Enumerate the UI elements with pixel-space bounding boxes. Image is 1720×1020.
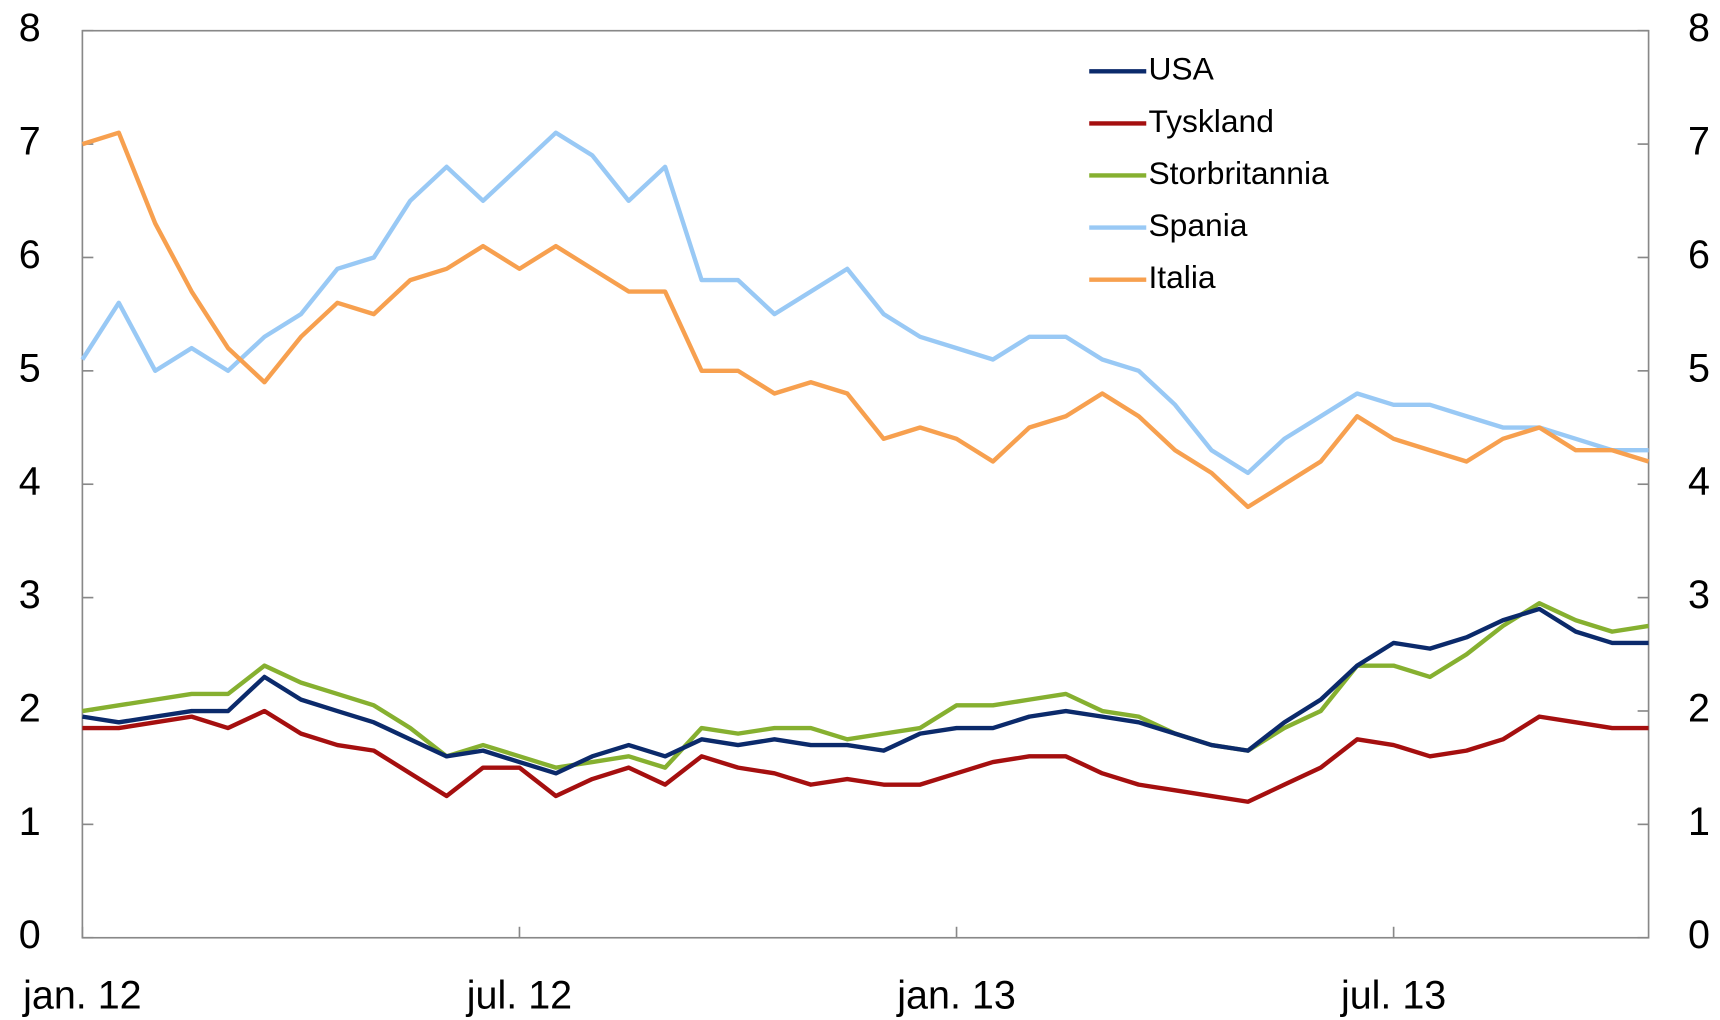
- y2-tick-label: 6: [1688, 233, 1710, 277]
- y-tick-label: 5: [19, 346, 41, 390]
- x-tick-label: jan. 12: [22, 973, 142, 1017]
- y2-tick-label: 1: [1688, 800, 1710, 844]
- legend-label: Tyskland: [1148, 103, 1273, 139]
- y-tick-label: 2: [19, 686, 41, 730]
- legend-label: Italia: [1148, 259, 1215, 295]
- legend-label: Storbritannia: [1148, 155, 1329, 191]
- y-tick-label: 4: [19, 460, 41, 504]
- y-tick-label: 3: [19, 573, 41, 617]
- legend-label: Spania: [1148, 207, 1247, 243]
- legend-label: USA: [1148, 51, 1214, 87]
- y-tick-label: 6: [19, 233, 41, 277]
- series-line: [80, 130, 1649, 476]
- y2-tick-label: 5: [1688, 346, 1710, 390]
- series-line: [82, 606, 1649, 776]
- y2-tick-label: 2: [1688, 686, 1710, 730]
- series-line: [82, 601, 1649, 770]
- y2-tick-label: 0: [1688, 913, 1710, 957]
- y2-tick-label: 7: [1688, 120, 1710, 164]
- x-tick-label: jul. 12: [466, 973, 572, 1017]
- y-tick-label: 7: [19, 120, 41, 164]
- y-tick-label: 8: [19, 6, 41, 50]
- series-line: [81, 130, 1650, 510]
- series-line: [82, 708, 1649, 804]
- y-tick-label: 0: [19, 913, 41, 957]
- x-tick-label: jul. 13: [1340, 973, 1446, 1017]
- y-tick-label: 1: [19, 800, 41, 844]
- y2-tick-label: 8: [1688, 6, 1710, 50]
- x-tick-label: jan. 13: [896, 973, 1016, 1017]
- y2-tick-label: 4: [1688, 460, 1710, 504]
- y2-tick-label: 3: [1688, 573, 1710, 617]
- plot-frame: [81, 29, 1650, 939]
